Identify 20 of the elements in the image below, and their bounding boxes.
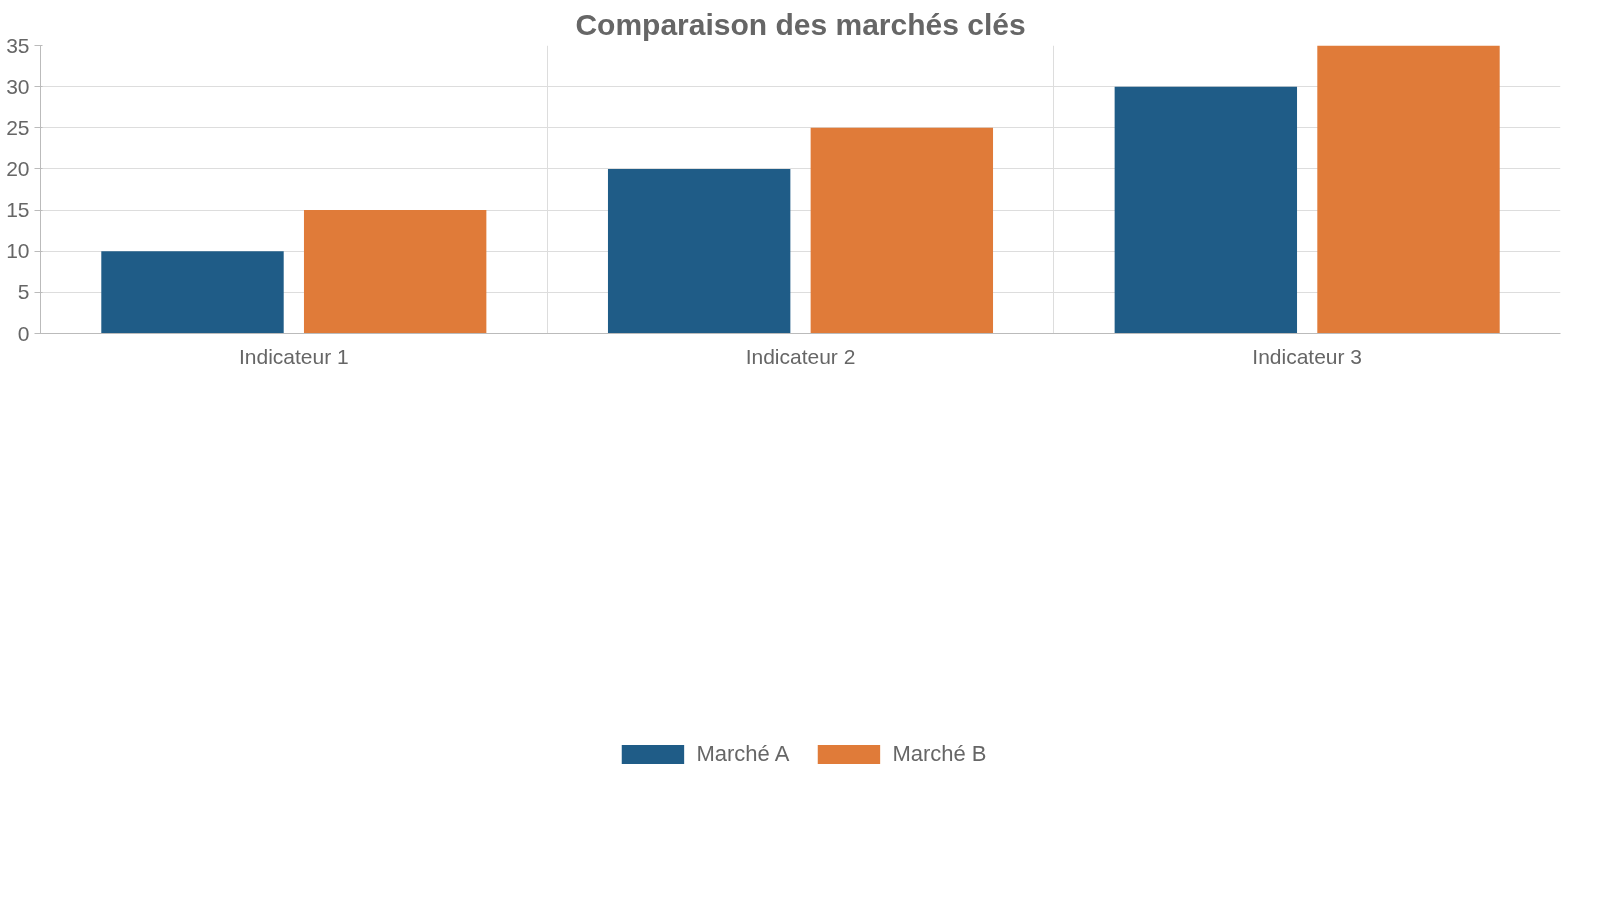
bar: [303, 210, 487, 334]
y-tick-label: 35: [6, 33, 30, 57]
y-tick-label: 0: [17, 321, 30, 345]
y-tick-label: 25: [6, 115, 30, 139]
legend-label: Marché B: [892, 740, 987, 767]
bar: [810, 127, 994, 334]
legend-label: Marché A: [696, 740, 790, 767]
x-tick-label: Indicateur 2: [745, 344, 856, 368]
y-tick-label: 15: [6, 198, 30, 222]
bar: [1114, 86, 1298, 334]
bar: [1317, 45, 1500, 334]
bar: [607, 168, 791, 334]
chart-title: Comparaison des marchés clés: [575, 7, 1026, 41]
y-tick-label: 30: [6, 74, 30, 98]
x-tick-label: Indicateur 1: [238, 344, 349, 368]
x-tick-label: Indicateur 3: [1252, 344, 1363, 368]
y-tick-label: 20: [6, 156, 30, 180]
bar: [101, 251, 284, 334]
y-tick-label: 10: [6, 239, 30, 263]
y-tick-label: 5: [17, 280, 30, 304]
